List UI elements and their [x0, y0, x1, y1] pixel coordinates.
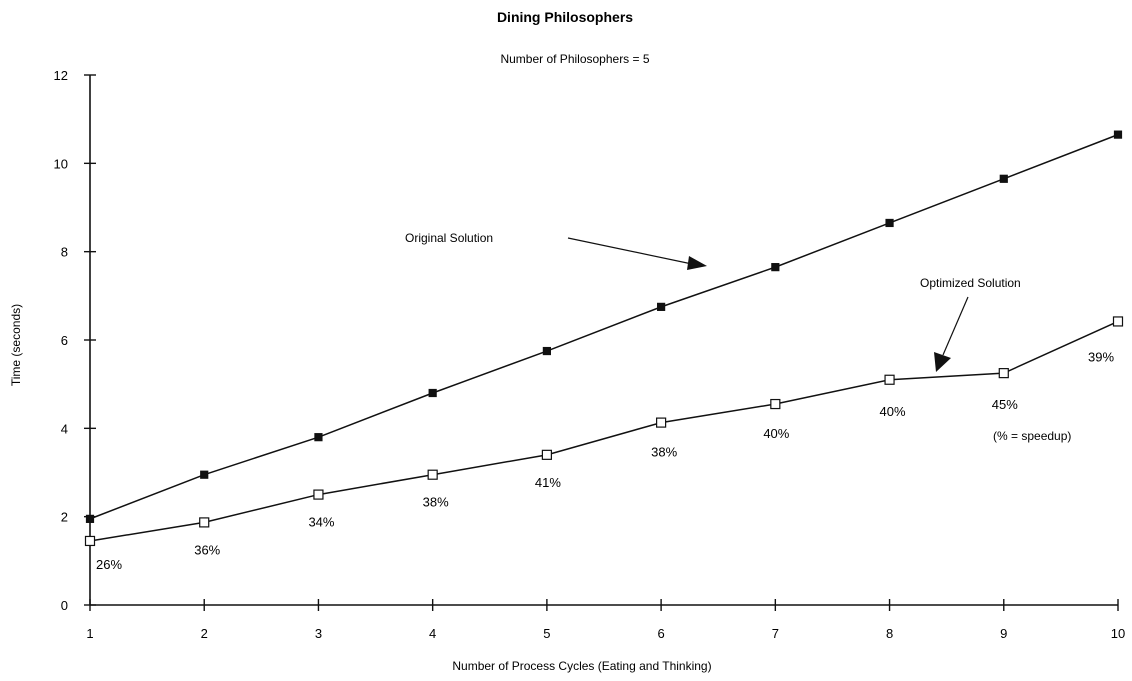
x-tick-label: 5 — [543, 626, 550, 641]
speedup-label: 39% — [1088, 349, 1114, 364]
y-tick-label: 12 — [54, 68, 68, 83]
optimized-solution-point — [313, 489, 324, 500]
series-original-solution — [85, 130, 1123, 523]
chart-subtitle: Number of Philosophers = 5 — [500, 52, 649, 66]
original-solution-point — [428, 388, 437, 398]
y-tick-label: 0 — [61, 598, 68, 613]
x-tick-label: 10 — [1111, 626, 1125, 641]
speedup-label: 40% — [763, 426, 789, 441]
x-tick-label: 4 — [429, 626, 436, 641]
y-tick-label: 6 — [61, 333, 68, 348]
optimized-solution-label: Optimized Solution — [920, 276, 1021, 290]
original-solution-point — [885, 218, 894, 228]
optimized-solution-point — [427, 469, 438, 480]
x-tick-label: 9 — [1000, 626, 1007, 641]
optimized-solution-point — [998, 368, 1009, 379]
optimized-solution-point — [770, 398, 781, 410]
original-solution-point — [771, 263, 780, 272]
y-tick-label: 2 — [61, 510, 68, 525]
x-tick-label: 2 — [201, 626, 208, 641]
speedup-label: 40% — [880, 404, 906, 419]
optimized-solution-point — [541, 449, 552, 460]
original-solution-point — [200, 470, 209, 479]
speedup-label: 26% — [96, 557, 122, 572]
series-optimized-solution — [84, 316, 1124, 547]
original-solution-label: Original Solution — [405, 231, 493, 245]
original-solution-point — [1113, 130, 1123, 139]
original-solution-point — [999, 174, 1008, 183]
y-axis-ticks: 0 2 4 6 8 10 12 — [54, 68, 96, 613]
speedup-legend: (% = speedup) — [993, 429, 1071, 443]
original-solution-point — [314, 433, 323, 442]
optimized-solution-point — [199, 517, 210, 528]
optimized-solution-arrow — [942, 296, 969, 356]
optimized-solution-point — [656, 417, 667, 428]
y-tick-label: 4 — [61, 421, 68, 436]
x-tick-label: 7 — [772, 626, 779, 641]
x-axis-ticks: 1 2 3 4 5 6 7 8 9 10 — [86, 599, 1125, 641]
x-tick-label: 6 — [657, 626, 664, 641]
optimized-solution-line — [89, 320, 1119, 542]
optimized-solution-arrowhead — [934, 352, 951, 372]
original-solution-line — [89, 133, 1119, 520]
original-solution-point — [85, 514, 95, 523]
x-tick-label: 1 — [86, 626, 93, 641]
optimized-solution-point — [84, 535, 96, 547]
speedup-labels: 26% 36% 34% 38% 41% 38% 40% 40% 45% 39% — [96, 349, 1114, 572]
original-solution-point — [657, 302, 666, 311]
speedup-label: 34% — [308, 515, 334, 530]
original-solution-arrow — [567, 237, 693, 265]
original-solution-arrowhead — [687, 256, 707, 270]
y-axis-label: Time (seconds) — [9, 304, 23, 386]
speedup-label: 41% — [535, 475, 561, 490]
chart-title: Dining Philosophers — [497, 9, 633, 25]
speedup-label: 38% — [423, 495, 449, 510]
speedup-label: 38% — [651, 445, 677, 460]
y-tick-label: 8 — [61, 245, 68, 260]
optimized-solution-point — [1112, 316, 1124, 327]
optimized-solution-point — [884, 374, 895, 385]
x-tick-label: 8 — [886, 626, 893, 641]
y-tick-label: 10 — [54, 156, 68, 171]
speedup-label: 36% — [194, 542, 220, 557]
speedup-label: 45% — [992, 397, 1018, 412]
original-solution-point — [542, 346, 551, 356]
x-tick-label: 3 — [315, 626, 322, 641]
x-axis-label: Number of Process Cycles (Eating and Thi… — [452, 659, 711, 673]
